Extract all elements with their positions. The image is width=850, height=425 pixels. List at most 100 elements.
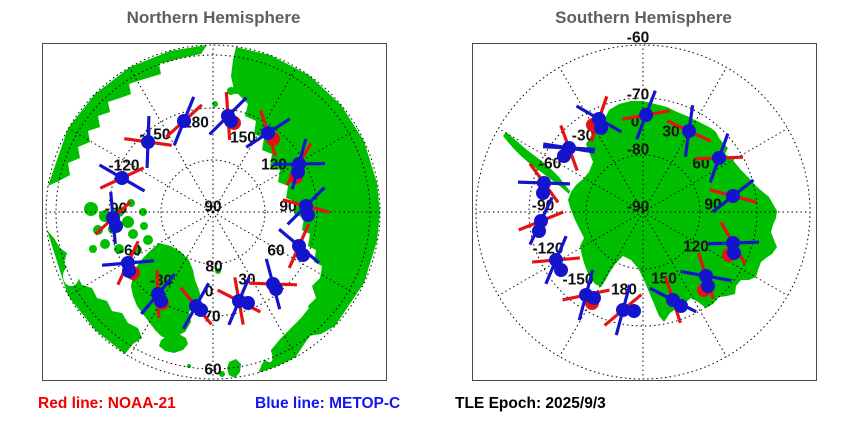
satellite-dot [726, 189, 740, 203]
satellite-marker [680, 252, 732, 300]
meridian-line [129, 67, 214, 213]
satellite-marker [649, 276, 697, 324]
satellite-marker [165, 96, 203, 146]
land-polygon [503, 132, 570, 194]
island [482, 97, 486, 101]
satellite-marker [98, 163, 146, 193]
longitude-label: -150 [562, 272, 593, 289]
satellite-marker [216, 276, 262, 326]
north-map-title: Northern Hemisphere [126, 8, 301, 27]
satellite-dot [232, 294, 246, 308]
longitude-label: -120 [108, 158, 139, 175]
meridian-line [68, 128, 214, 213]
north-map-panel: 90807060180-150150-120120-9090-6060-3030… [42, 43, 387, 381]
island [84, 202, 98, 216]
satellite-marker [531, 235, 581, 285]
land-polygon [48, 45, 207, 186]
satellite-dot [592, 112, 606, 126]
latitude-circle [55, 54, 371, 370]
satellite-marker [282, 186, 330, 226]
island [139, 208, 147, 216]
island [122, 216, 134, 228]
land-polygon [47, 230, 142, 354]
meridian-line [212, 128, 358, 213]
island [287, 124, 293, 130]
longitude-label: 30 [662, 124, 679, 141]
meridian-line [642, 67, 727, 213]
legend-blue-line-label: Blue line: METOP-C [255, 395, 401, 412]
satellite-dot [266, 277, 280, 291]
longitude-label: 150 [230, 130, 256, 147]
island [227, 87, 235, 95]
satellite-marker [140, 269, 176, 319]
longitude-label: 120 [683, 239, 709, 256]
island [128, 229, 138, 239]
satellite-dot [549, 253, 563, 267]
satellite-marker [706, 221, 760, 265]
satellite-dot [292, 157, 306, 171]
longitude-label: 150 [651, 271, 677, 288]
south-map-title: Southern Hemisphere [555, 8, 732, 27]
latitude-label: 90 [204, 199, 221, 216]
island [253, 73, 259, 79]
island [114, 244, 124, 254]
land-polygon [227, 359, 241, 378]
graticule [475, 44, 811, 380]
island [219, 371, 225, 377]
land-layer [47, 45, 380, 379]
satellite-dot [639, 108, 653, 122]
longitude-label: -60 [539, 156, 561, 173]
meridian-line [212, 67, 297, 213]
land-polygon [131, 243, 201, 340]
meridian-line [498, 211, 644, 296]
meridian-line [642, 211, 727, 357]
satellite-dot [562, 141, 576, 155]
tle-epoch-label: TLE Epoch: 2025/9/3 [455, 395, 606, 412]
satellite-dot [115, 171, 129, 185]
island [100, 239, 110, 249]
satellite-marker [518, 196, 564, 246]
meridian-line [559, 211, 644, 357]
latitude-label: 60 [204, 362, 221, 379]
south-map-svg: -60-70-80-900306090120150180-150-120-90-… [475, 30, 811, 380]
satellite-dot [189, 299, 203, 313]
satellite-dot [121, 256, 135, 270]
latitude-label: 80 [205, 259, 222, 276]
satellite-dot [261, 126, 275, 140]
satellite-marker [562, 269, 610, 321]
meridian-line [498, 128, 644, 213]
satellite-marker [248, 258, 298, 310]
longitude-label: 180 [611, 282, 637, 299]
latitude-circle [160, 159, 266, 265]
satellite-marker [542, 124, 596, 172]
satellite-dot [699, 269, 713, 283]
satellite-marker [278, 223, 320, 269]
longitude-label: -30 [572, 128, 594, 145]
satellite-marker [272, 138, 326, 190]
satellite-dot [666, 293, 680, 307]
satellite-dot [579, 288, 593, 302]
sea-patch [63, 266, 79, 286]
satellite-marker [517, 162, 571, 204]
latitude-label: -60 [627, 30, 649, 47]
satellite-dot [141, 135, 155, 149]
latitude-label: -80 [627, 142, 649, 159]
satellite-dot [221, 109, 235, 123]
satellite-marker [179, 282, 213, 330]
meridian-line [559, 67, 644, 213]
meridian-line [129, 211, 214, 357]
satellite-marker [666, 105, 712, 157]
satellite-marker [94, 191, 132, 245]
satellite-dot [151, 287, 165, 301]
island [89, 245, 97, 253]
island [143, 235, 153, 245]
graticule [45, 44, 381, 380]
island [240, 81, 246, 87]
latitude-label: -90 [627, 199, 649, 216]
latitude-label: -70 [627, 87, 649, 104]
meridian-line [212, 211, 297, 357]
satellite-marker [575, 95, 623, 143]
land-polygon [255, 300, 325, 379]
satellite-marker [101, 240, 155, 286]
